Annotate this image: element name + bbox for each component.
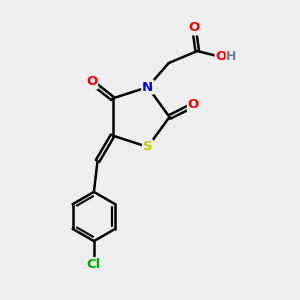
Text: N: N: [142, 80, 153, 94]
Text: O: O: [216, 50, 227, 63]
Text: H: H: [226, 50, 237, 63]
Text: O: O: [189, 21, 200, 34]
Text: Cl: Cl: [87, 258, 101, 271]
Text: S: S: [143, 140, 152, 154]
Text: O: O: [188, 98, 199, 112]
Text: O: O: [86, 76, 97, 88]
